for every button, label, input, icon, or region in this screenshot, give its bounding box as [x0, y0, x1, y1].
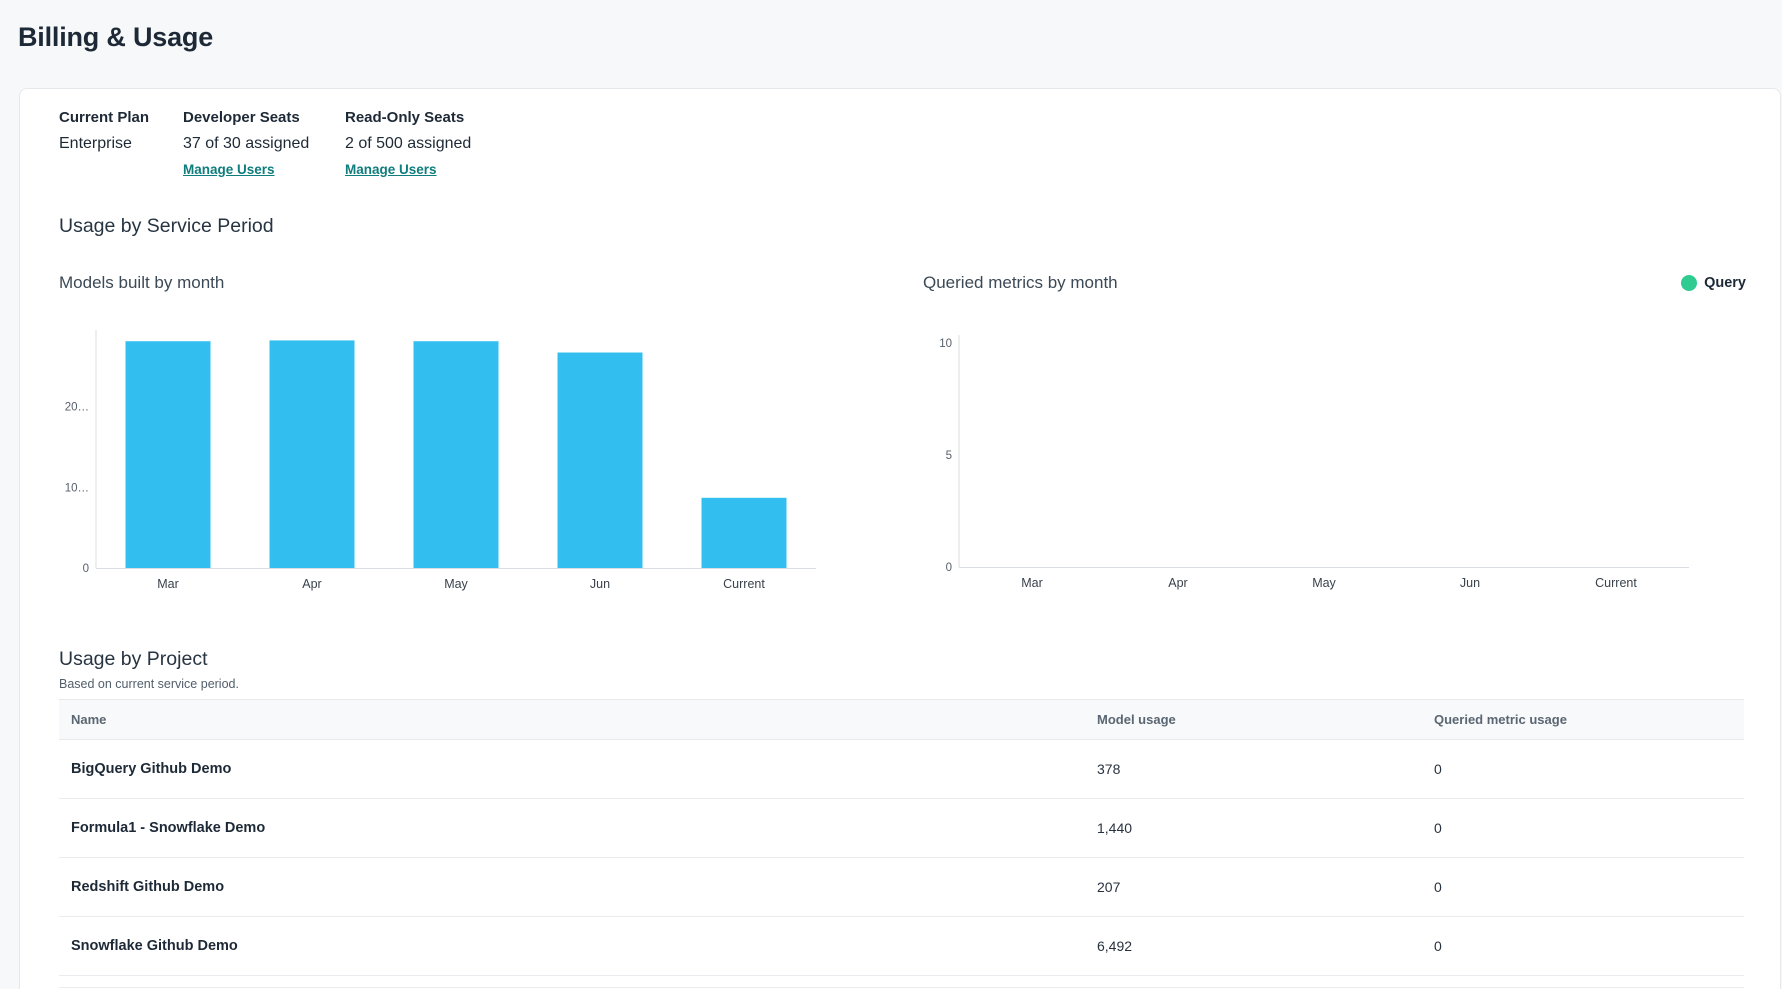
model-usage-value: 378 — [1097, 761, 1121, 777]
plan-summary: Current Plan Enterprise Developer Seats … — [59, 109, 1744, 179]
billing-card: Current Plan Enterprise Developer Seats … — [19, 88, 1781, 989]
developer-seats-column: Developer Seats 37 of 30 assigned Manage… — [183, 109, 345, 179]
project-name: Redshift Github Demo — [71, 879, 225, 895]
model-usage-value: 207 — [1097, 879, 1121, 895]
queried-metrics-chart-title: Queried metrics by month — [923, 272, 1118, 292]
read-only-seats-column: Read-Only Seats 2 of 500 assigned Manage… — [345, 109, 471, 179]
queried-metric-usage-value: 0 — [1434, 761, 1442, 777]
project-name: BigQuery Github Demo — [71, 761, 232, 777]
current-plan-label: Current Plan — [59, 109, 150, 126]
column-header-model-usage: Model usage — [1097, 712, 1176, 727]
project-usage-subheading: Based on current service period. — [59, 677, 239, 691]
developer-seats-label: Developer Seats — [183, 109, 300, 126]
svg-text:Current: Current — [1595, 576, 1637, 590]
page-title: Billing & Usage — [18, 22, 214, 52]
column-header-queried-metric-usage: Queried metric usage — [1434, 712, 1567, 727]
svg-text:10: 10 — [939, 338, 952, 350]
svg-text:Apr: Apr — [302, 577, 321, 591]
column-header-name: Name — [71, 712, 107, 727]
svg-text:10…: 10… — [65, 482, 89, 494]
project-usage-table: Name Model usage Queried metric usage Bi… — [59, 699, 1744, 988]
read-only-seats-value: 2 of 500 assigned — [345, 135, 472, 152]
table-row: Snowflake Github Demo 6,492 0 — [59, 917, 1744, 976]
svg-text:May: May — [1312, 576, 1336, 590]
page-header: Billing & Usage — [0, 0, 1782, 52]
model-usage-value: 6,492 — [1097, 938, 1133, 954]
table-header-row: Name Model usage Queried metric usage — [59, 699, 1744, 740]
legend-query-label: Query — [1704, 274, 1746, 291]
table-spacer-row — [59, 976, 1744, 988]
legend-query-dot-icon — [1681, 274, 1698, 291]
project-usage-heading: Usage by Project — [59, 648, 208, 670]
svg-text:Jun: Jun — [1460, 576, 1480, 590]
models-built-chart-section: Models built by month 0 10… 20… Mar Apr May Ju… — [59, 271, 923, 608]
queried-metric-usage-value: 0 — [1434, 938, 1442, 954]
legend-query[interactable]: Query — [1681, 274, 1746, 291]
manage-users-link-developer[interactable]: Manage Users — [183, 162, 275, 177]
model-usage-value: 1,440 — [1097, 820, 1133, 836]
developer-seats-value: 37 of 30 assigned — [183, 135, 310, 152]
svg-text:0: 0 — [83, 563, 89, 575]
project-name: Snowflake Github Demo — [71, 938, 238, 954]
svg-text:Current: Current — [723, 577, 765, 591]
svg-text:Jun: Jun — [590, 577, 610, 591]
models-built-chart: 0 10… 20… Mar Apr May Jun Current — [65, 330, 816, 591]
svg-text:Mar: Mar — [157, 577, 179, 591]
svg-text:Mar: Mar — [1021, 576, 1043, 590]
queried-metric-usage-value: 0 — [1434, 879, 1442, 895]
project-name: Formula1 - Snowflake Demo — [71, 820, 266, 836]
svg-text:0: 0 — [946, 562, 952, 574]
svg-text:Apr: Apr — [1168, 576, 1187, 590]
service-period-heading: Usage by Service Period — [59, 215, 274, 237]
svg-text:5: 5 — [946, 450, 952, 462]
table-row: BigQuery Github Demo 378 0 — [59, 740, 1744, 799]
read-only-seats-label: Read-Only Seats — [345, 109, 465, 126]
queried-metric-usage-value: 0 — [1434, 820, 1442, 836]
table-row: Redshift Github Demo 207 0 — [59, 858, 1744, 917]
queried-metrics-chart-section: Queried metrics by month Query 0 5 10 Mar Ap… — [923, 271, 1746, 608]
models-built-chart-title: Models built by month — [59, 272, 225, 292]
manage-users-link-read-only[interactable]: Manage Users — [345, 162, 437, 177]
current-plan-value: Enterprise — [59, 135, 132, 152]
current-plan-column: Current Plan Enterprise — [59, 109, 183, 179]
project-usage-tbody: BigQuery Github Demo 378 0 Formula1 - Snowf… — [59, 740, 1744, 988]
svg-text:May: May — [444, 577, 468, 591]
svg-text:20…: 20… — [65, 402, 89, 414]
table-row: Formula1 - Snowflake Demo 1,440 0 — [59, 799, 1744, 858]
queried-metrics-chart: 0 5 10 Mar Apr May Jun Current — [939, 335, 1689, 590]
charts-grid: Models built by month 0 10… 20… Mar Apr May Ju… — [59, 271, 1746, 608]
